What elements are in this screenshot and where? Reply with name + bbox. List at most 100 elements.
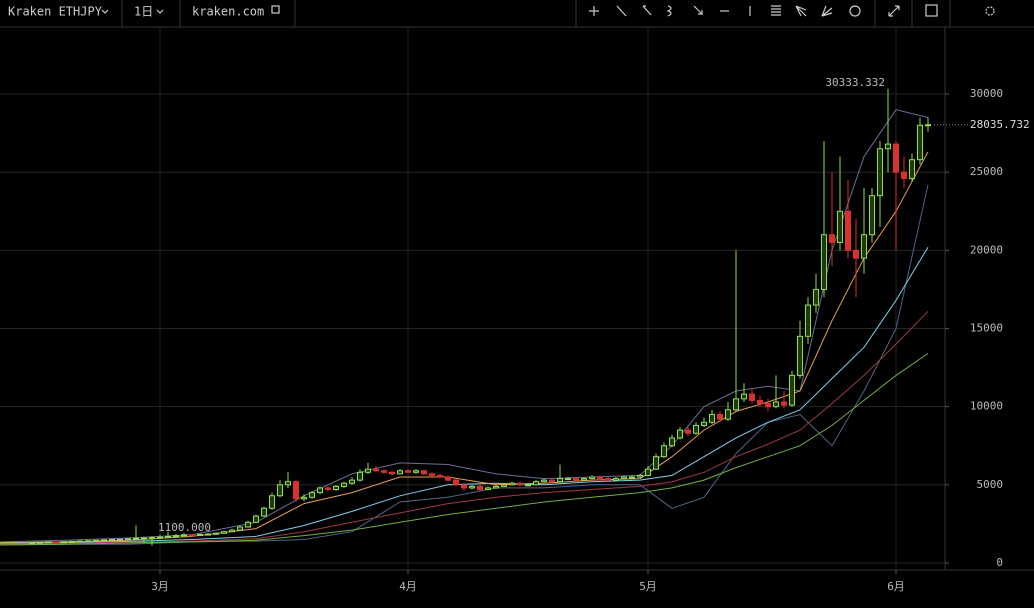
y-tick-label: 10000	[970, 400, 1003, 413]
indicator-button[interactable]	[925, 4, 938, 17]
last-price-label: 28035.732	[970, 118, 1030, 131]
candle-body	[717, 413, 723, 420]
candle-body	[141, 537, 147, 540]
symbol[interactable]: Kraken ETHJPY	[8, 5, 103, 19]
ray-tool[interactable]	[642, 5, 652, 16]
candle-body	[781, 401, 787, 406]
candle-body	[421, 470, 427, 475]
candle-body	[253, 515, 259, 523]
y-tick-label: 20000	[970, 243, 1003, 256]
toolbar-bg	[0, 0, 1034, 27]
candle-body	[805, 304, 811, 337]
external-icon[interactable]	[271, 5, 280, 14]
candle-body	[693, 424, 699, 434]
y-tick-label: 5000	[977, 478, 1004, 491]
candle-body	[181, 534, 187, 537]
candle-body	[325, 487, 331, 491]
candle-body	[661, 445, 667, 458]
high-label: 30333.332	[825, 76, 885, 89]
candle-body	[237, 526, 243, 531]
candle-body	[213, 532, 219, 535]
candle-body	[445, 476, 451, 481]
dropdown-icon[interactable]	[101, 9, 109, 14]
candle-body	[341, 482, 347, 487]
candle-body	[845, 210, 851, 251]
candle-body	[261, 507, 267, 517]
candle-body	[365, 468, 371, 473]
candle-body	[557, 478, 563, 483]
candle-body	[637, 474, 643, 478]
settings-button[interactable]	[985, 6, 995, 16]
x-tick-label: 5月	[639, 580, 657, 593]
candle-body	[645, 468, 651, 476]
candle-body	[205, 533, 211, 536]
candle-body	[277, 484, 283, 497]
candle-body	[733, 398, 739, 411]
candle-body	[685, 429, 691, 434]
candle-body	[197, 534, 203, 537]
crosshair-tool[interactable]	[589, 6, 599, 16]
candle-body	[125, 538, 131, 541]
candle-body	[861, 234, 867, 259]
candle-body	[413, 470, 419, 473]
indicator-line	[0, 246, 929, 544]
fib-tool[interactable]	[771, 5, 781, 16]
candle-body	[893, 143, 899, 173]
candle-body	[61, 541, 67, 544]
candle-body	[269, 495, 275, 509]
arrow-tool[interactable]	[693, 5, 703, 15]
candle-body	[221, 531, 227, 534]
candle-body	[173, 535, 179, 538]
candle-body	[773, 401, 779, 408]
candle-body	[509, 482, 515, 486]
interval[interactable]: 1日	[134, 5, 153, 19]
candle-body	[565, 478, 571, 481]
candle-body	[573, 478, 579, 481]
x-tick-label: 4月	[399, 580, 417, 593]
candle-body	[669, 437, 675, 447]
candle-body	[309, 492, 315, 498]
fan-tool[interactable]	[795, 5, 807, 17]
candle-body	[829, 234, 835, 244]
x-tick-label: 3月	[151, 580, 169, 593]
candle-body	[525, 484, 531, 487]
y-tick-label: 30000	[970, 87, 1003, 100]
candle-body	[245, 521, 251, 528]
low-label: 1100.000	[158, 521, 211, 534]
plot: 0 5000 10000 15000 20000 25000 30000 3月 4月 5月 6月 30…	[0, 27, 1030, 593]
candle-body	[429, 473, 435, 476]
candle-body	[453, 479, 459, 486]
candle-body	[93, 539, 99, 542]
candle-body	[653, 456, 659, 470]
candle-body	[109, 539, 115, 542]
candle-body	[533, 481, 539, 486]
site-link[interactable]: kraken.com	[192, 5, 264, 19]
candle-body	[77, 540, 83, 543]
candle-body	[725, 409, 731, 420]
y-tick-label: 0	[996, 556, 1003, 569]
candle-body	[765, 403, 771, 408]
candle-body	[877, 148, 883, 197]
fullscreen-button[interactable]	[888, 5, 900, 17]
line-tool[interactable]	[616, 5, 627, 17]
curve-tool[interactable]	[666, 5, 672, 17]
candle-body	[869, 195, 875, 236]
circle-tool[interactable]	[849, 5, 861, 17]
candle-body	[493, 485, 499, 489]
candle-body	[797, 335, 803, 376]
candle-body	[461, 484, 467, 489]
candle-body	[301, 496, 307, 500]
gann-tool[interactable]	[821, 5, 833, 17]
candle-body	[549, 479, 555, 483]
candle-body	[621, 476, 627, 480]
candle-body	[317, 487, 323, 494]
dropdown-icon[interactable]	[156, 9, 164, 14]
candle-body	[405, 470, 411, 473]
candle-body	[69, 540, 75, 543]
candle-body	[917, 124, 923, 161]
indicator-line	[0, 310, 929, 545]
candle-body	[85, 540, 91, 543]
y-tick-label: 25000	[970, 165, 1003, 178]
